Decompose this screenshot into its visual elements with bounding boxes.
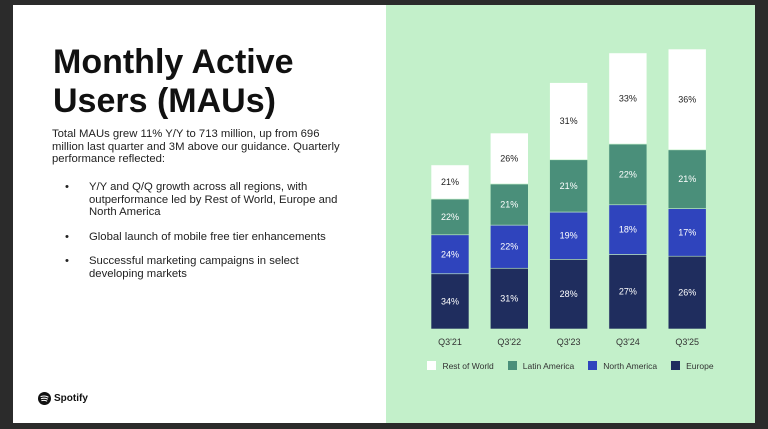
data-label: 22% xyxy=(441,212,459,222)
legend-label: North America xyxy=(603,361,658,371)
x-tick-label: Q3'21 xyxy=(438,337,462,347)
bar-segment-latin-america xyxy=(608,143,648,206)
bar-segment-europe xyxy=(667,255,707,330)
page-title: Monthly Active Users (MAUs) xyxy=(53,43,294,120)
data-label: 19% xyxy=(560,231,578,241)
x-tick-label: Q3'23 xyxy=(557,337,581,347)
legend-item: Europe xyxy=(671,361,714,371)
bullet-item: • Y/Y and Q/Q growth across all regions, … xyxy=(65,181,338,218)
legend-swatch xyxy=(427,361,437,370)
x-tick-label: Q3'22 xyxy=(497,337,521,347)
bar-segment-north-america xyxy=(608,204,648,255)
bar-segment-rest-of-world xyxy=(430,164,470,200)
bar-segment-rest-of-world xyxy=(549,82,588,161)
data-label: 21% xyxy=(560,181,578,191)
data-label: 22% xyxy=(500,242,518,252)
data-label: 34% xyxy=(441,296,459,306)
data-label: 24% xyxy=(441,249,459,259)
bar-segment-rest-of-world xyxy=(608,52,648,145)
legend: Rest of World Latin America North America E… xyxy=(386,361,755,371)
legend-swatch xyxy=(671,361,681,370)
data-label: 28% xyxy=(560,289,578,299)
legend-label: Rest of World xyxy=(442,361,494,371)
bar-segment-europe xyxy=(608,254,648,330)
bullet-item: • Successful marketing campaigns in selec… xyxy=(65,255,299,280)
legend-label: Europe xyxy=(686,361,714,371)
chart-panel: 34% 24% 22% 21% Q3'21 31% 22% 21% 26% Q3'22 28% 19%… xyxy=(386,5,755,423)
bullet-item: • Global launch of mobile free tier enhan… xyxy=(65,230,326,243)
bar-segment-europe xyxy=(430,273,470,330)
data-label: 26% xyxy=(500,153,518,163)
data-label: 21% xyxy=(678,174,696,184)
legend-swatch xyxy=(507,361,517,370)
text-panel: Monthly Active Users (MAUs) Total MAUs g… xyxy=(13,5,386,423)
bar-segment-north-america xyxy=(667,208,707,257)
bullet-list: • Y/Y and Q/Q growth across all regions, … xyxy=(52,181,352,292)
bar-segment-latin-america xyxy=(667,149,707,209)
data-label: 22% xyxy=(619,169,637,179)
bar-segment-north-america xyxy=(490,224,529,269)
data-label: 21% xyxy=(500,200,518,210)
stacked-bar-chart: 34% 24% 22% 21% Q3'21 31% 22% 21% 26% Q3'22 28% 19%… xyxy=(430,48,707,347)
x-tick-label: Q3'25 xyxy=(675,337,699,347)
intro-paragraph: Total MAUs grew 11% Y/Y to 713 million, … xyxy=(52,128,340,165)
legend-item: Latin America xyxy=(507,361,575,371)
slide: Monthly Active Users (MAUs) Total MAUs g… xyxy=(13,5,755,423)
bar-segment-latin-america xyxy=(549,159,588,213)
data-label: 18% xyxy=(619,225,637,235)
legend-item: North America xyxy=(588,361,657,371)
legend-item: Rest of World xyxy=(427,361,494,371)
data-label: 31% xyxy=(560,116,578,126)
bar-segment-latin-america xyxy=(490,183,529,226)
data-label: 36% xyxy=(678,94,696,104)
data-label: 31% xyxy=(500,294,518,304)
bar-segment-latin-america xyxy=(430,198,470,236)
bar-segment-rest-of-world xyxy=(667,48,707,151)
data-label: 26% xyxy=(678,288,696,298)
data-label: 33% xyxy=(619,93,637,103)
x-tick-label: Q3'24 xyxy=(616,337,640,347)
data-label: 27% xyxy=(619,287,637,297)
spotify-icon xyxy=(38,392,51,405)
data-label: 17% xyxy=(678,227,696,237)
legend-label: Latin America xyxy=(522,361,575,371)
spotify-logo: Spotify xyxy=(38,392,88,405)
legend-swatch xyxy=(588,361,598,370)
bar-segment-rest-of-world xyxy=(490,132,529,185)
bar-segment-north-america xyxy=(549,211,588,260)
bar-segment-europe xyxy=(549,259,588,330)
data-label: 21% xyxy=(441,177,459,187)
